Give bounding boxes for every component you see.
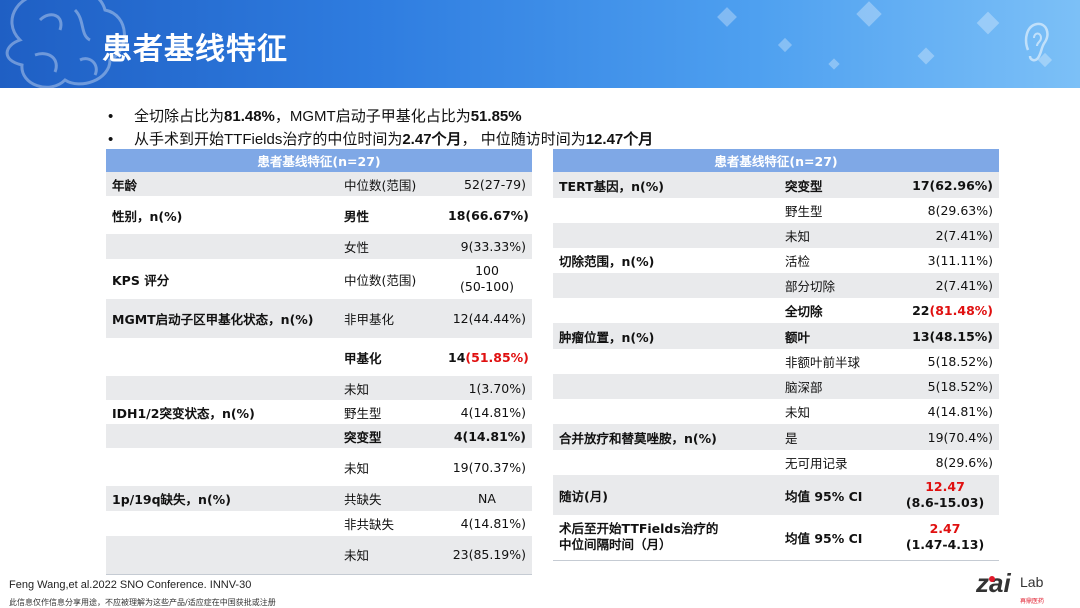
- table-row: 野生型 8(29.63%): [553, 198, 1000, 223]
- table-row: 合并放疗和替莫唑胺，n(%) 是 19(70.4%): [553, 424, 1000, 450]
- summary-bullets: 全切除占比为81.48%，MGMT启动子甲基化占比为51.85% 从手术到开始T…: [108, 105, 1008, 151]
- logo-subtitle: 再鼎医药: [1020, 598, 1045, 605]
- page-title: 患者基线特征: [102, 32, 288, 67]
- table-row: KPS 评分 中位数(范围) 100 (50-100): [106, 259, 533, 299]
- ear-icon: [1024, 22, 1049, 62]
- table-row: MGMT启动子区甲基化状态，n(%) 非甲基化 12(44.44%): [106, 299, 533, 338]
- brain-icon: [5, 0, 126, 88]
- table-row: 性别，n(%) 男性 18(66.67%): [106, 196, 533, 234]
- table-header: 患者基线特征(n=27): [106, 149, 533, 172]
- title-banner: 患者基线特征: [0, 0, 1080, 88]
- table-row: 非共缺失 4(14.81%): [106, 511, 533, 536]
- table-row: 突变型 4(14.81%): [106, 424, 533, 448]
- table-row: 未知 4(14.81%): [553, 399, 1000, 424]
- table-row: IDH1/2突变状态，n(%) 野生型 4(14.81%): [106, 400, 533, 424]
- table-row: 随访(月) 均值 95% CI 12.47 (8.6-15.03): [553, 475, 1000, 515]
- table-row: 年龄 中位数(范围) 52(27-79): [106, 172, 533, 196]
- bullet-timing: 从手术到开始TTFields治疗的中位时间为2.47个月， 中位随访时间为12.…: [108, 128, 1008, 151]
- table-row: 未知 23(85.19%): [106, 536, 533, 575]
- baseline-table-right: 患者基线特征(n=27) TERT基因，n(%) 突变型 17(62.96%) 野生…: [553, 149, 1000, 561]
- baseline-table-left: 患者基线特征(n=27) 年龄 中位数(范围) 52(27-79) 性别，n(%) 男…: [106, 149, 533, 575]
- table-row: 部分切除 2(7.41%): [553, 273, 1000, 298]
- table-row: 全切除 22(81.48%): [553, 298, 1000, 323]
- table-row: 女性 9(33.33%): [106, 234, 533, 259]
- decorative-pattern: [717, 1, 1053, 70]
- logo-dot-icon: [989, 576, 995, 582]
- table-row: 未知 19(70.37%): [106, 448, 533, 486]
- table-row: 切除范围，n(%) 活检 3(11.11%): [553, 248, 1000, 273]
- disclaimer: 此信息仅作信息分享用途，不应被理解为这些产品/适应症在中国获批或注册: [9, 598, 276, 607]
- table-row: 肿瘤位置，n(%) 额叶 13(48.15%): [553, 323, 1000, 349]
- table-row: 非额叶前半球 5(18.52%): [553, 349, 1000, 374]
- table-row: TERT基因，n(%) 突变型 17(62.96%): [553, 172, 1000, 198]
- table-row: 无可用记录 8(29.6%): [553, 450, 1000, 475]
- table-row: 脑深部 5(18.52%): [553, 374, 1000, 399]
- logo-suffix: Lab: [1020, 574, 1044, 590]
- bullet-resection-mgmt: 全切除占比为81.48%，MGMT启动子甲基化占比为51.85%: [108, 105, 1008, 128]
- table-row: 术后至开始TTFields治疗的 中位间隔时间（月） 均值 95% CI 2.47 (1…: [553, 515, 1000, 561]
- table-header: 患者基线特征(n=27): [553, 149, 1000, 172]
- table-row: 未知 1(3.70%): [106, 376, 533, 400]
- logo-text: zai: [976, 568, 1011, 598]
- citation: Feng Wang,et al.2022 SNO Conference. INN…: [9, 579, 252, 591]
- table-row: 甲基化 14(51.85%): [106, 338, 533, 376]
- table-row: 未知 2(7.41%): [553, 223, 1000, 248]
- table-row: 1p/19q缺失，n(%) 共缺失 NA: [106, 486, 533, 511]
- zailab-logo: zai Lab 再鼎医药: [976, 568, 1066, 605]
